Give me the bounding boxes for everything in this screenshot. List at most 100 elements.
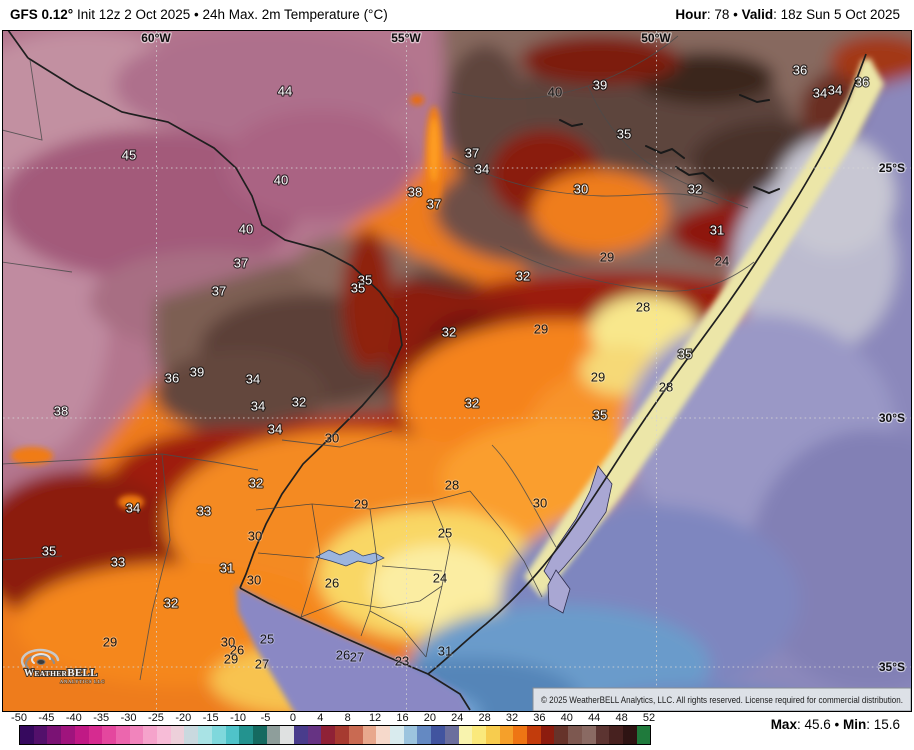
- colorbar-tick: -15: [202, 712, 219, 724]
- temp-label: 34: [828, 83, 842, 98]
- temp-label: 26: [325, 576, 339, 591]
- temp-label: 28: [445, 478, 459, 493]
- colorbar-cell: [581, 726, 596, 744]
- colorbar-cell: [636, 726, 651, 744]
- temp-label: 36: [793, 63, 807, 78]
- estuary-coastline: [239, 587, 471, 711]
- latitude-label: 30°S: [879, 411, 905, 425]
- colorbar-cell: [444, 726, 459, 744]
- colorbar-cell: [540, 726, 555, 744]
- colorbar-tick: -20: [175, 712, 192, 724]
- temp-label: 25: [438, 526, 452, 541]
- max-label: Max: [770, 717, 797, 732]
- colorbar-cell: [47, 726, 62, 744]
- colorbar-cell: [499, 726, 514, 744]
- colorbar-tick: -25: [147, 712, 164, 724]
- temp-label: 29: [354, 497, 368, 512]
- colorbar-cell: [252, 726, 267, 744]
- colorbar-cell: [307, 726, 322, 744]
- colorbar-cell: [485, 726, 500, 744]
- colorbar-cell: [321, 726, 336, 744]
- colorbar-cell: [389, 726, 404, 744]
- temp-label: 40: [274, 173, 288, 188]
- colorbar-cell: [225, 726, 240, 744]
- colorbar-cell: [568, 726, 582, 744]
- model-name: GFS 0.12°: [10, 7, 74, 22]
- temp-label: 37: [212, 284, 226, 299]
- temp-label: 35: [351, 281, 365, 296]
- colorbar-cell: [170, 726, 185, 744]
- temp-label: 38: [54, 404, 68, 419]
- temp-label: 40: [548, 85, 562, 100]
- colorbar-tick: 28: [478, 712, 491, 724]
- temp-label: 37: [427, 197, 441, 212]
- colorbar-cell: [33, 726, 48, 744]
- logo-text: WEATHERBELL: [24, 667, 98, 679]
- colorbar-cell: [348, 726, 363, 744]
- department-borders: [255, 490, 543, 658]
- temp-label: 30: [247, 573, 261, 588]
- colorbar-cell: [362, 726, 377, 744]
- colorbar-cell: [266, 726, 281, 744]
- copyright-bar: © 2025 WeatherBELL Analytics, LLC. All r…: [532, 687, 911, 711]
- colorbar-tick: 36: [533, 712, 546, 724]
- colorbar-tick: -30: [120, 712, 137, 724]
- colorbar-cell: [527, 726, 541, 744]
- colorbar-cell: [157, 726, 171, 744]
- colorbar-cell: [622, 726, 637, 744]
- colorbar-tick: 52: [642, 712, 656, 724]
- colorbar-cell: [376, 726, 390, 744]
- colorbar-tick: 20: [423, 712, 436, 724]
- colorbar-cell: [294, 726, 308, 744]
- temp-label: 34: [246, 372, 260, 387]
- temp-label: 38: [408, 185, 422, 200]
- temp-label: 32: [516, 269, 530, 284]
- colorbar-tick: 24: [451, 712, 464, 724]
- colorbar-cell: [239, 726, 253, 744]
- valid-label: Valid: [741, 7, 774, 22]
- atlantic-coastline: [427, 53, 867, 675]
- temp-label: 29: [224, 652, 238, 667]
- colorbar-tick: 48: [615, 712, 628, 724]
- colorbar-cell: [609, 726, 623, 744]
- temp-label: 29: [103, 635, 117, 650]
- temp-label: 31: [220, 561, 234, 576]
- temp-label: 37: [465, 146, 479, 161]
- map-subtitle: Init 12z 2 Oct 2025 • 24h Max. 2m Temper…: [73, 7, 388, 22]
- colorbar-tick: 40: [560, 712, 573, 724]
- colorbar-cell: [417, 726, 432, 744]
- temp-label: 34: [126, 501, 140, 516]
- temp-label: 33: [197, 504, 211, 519]
- temp-label: 40: [239, 222, 253, 237]
- colorbar-cell: [143, 726, 158, 744]
- colorbar-tick: 0: [289, 712, 296, 724]
- temp-label: 35: [358, 273, 372, 288]
- temp-label: 39: [593, 78, 607, 93]
- temp-label: 35: [42, 544, 56, 559]
- temperature-map: 60°W 55°W 50°W 25°S 30°S 35°S 45 44 40 38 37 40 40 3…: [2, 30, 912, 712]
- colorbar-tick: -45: [38, 712, 55, 724]
- latitude-label: 25°S: [879, 161, 905, 175]
- colorbar-tick: 16: [396, 712, 409, 724]
- temp-label: 27: [255, 657, 269, 672]
- colorbar-tick: -5: [260, 712, 271, 724]
- temp-label: 36: [165, 371, 179, 386]
- temperature-field: [3, 31, 911, 711]
- boundaries: [3, 31, 867, 711]
- coastal-features: [11, 58, 884, 711]
- colorbar-cell: [554, 726, 569, 744]
- map-title: GFS 0.12° Init 12z 2 Oct 2025 • 24h Max.…: [10, 7, 388, 22]
- colorbar-cell: [129, 726, 144, 744]
- longitude-label: 50°W: [641, 31, 671, 45]
- temp-label: 32: [465, 396, 479, 411]
- latitude-label: 35°S: [879, 660, 905, 674]
- longitude-label: 55°W: [391, 31, 421, 45]
- min-label: Min: [842, 717, 867, 732]
- temp-label: 24: [715, 254, 729, 269]
- colorbar-cell: [20, 726, 34, 744]
- temp-label: 29: [534, 322, 548, 337]
- temp-label: 34: [268, 422, 282, 437]
- temp-label: 27: [350, 650, 364, 665]
- colorbar-cell: [115, 726, 130, 744]
